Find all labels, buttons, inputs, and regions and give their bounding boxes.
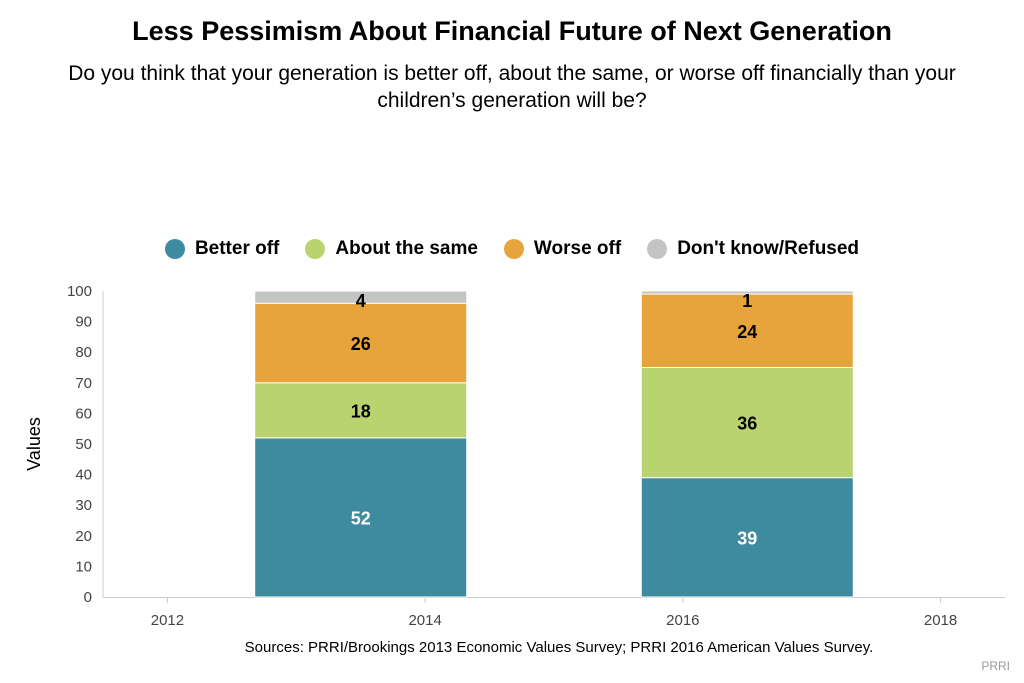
x-tick-label: 2012 — [151, 612, 184, 629]
legend: Better off About the same Worse off Don't k… — [0, 238, 1024, 260]
y-tick-label: 40 — [75, 467, 92, 484]
bar-segment — [254, 302, 468, 384]
chart-subtitle: Do you think that your generation is bet… — [68, 62, 956, 112]
data-label: 26 — [351, 334, 371, 354]
credit-label: PRRI — [981, 659, 1010, 673]
legend-item: Don't know/Refused — [647, 238, 859, 260]
bar-segment — [254, 437, 468, 598]
y-tick-label: 10 — [75, 558, 92, 575]
data-label: 52 — [351, 508, 371, 528]
x-tick-label: 2014 — [408, 612, 441, 629]
chart-title: Less Pessimism About Financial Future of… — [132, 16, 892, 46]
legend-swatch — [164, 239, 185, 259]
y-tick-label: 90 — [75, 314, 92, 331]
bar-segment — [640, 290, 854, 295]
bar-segment — [254, 382, 468, 439]
y-tick-label: 70 — [75, 375, 92, 392]
y-tick-label: 30 — [75, 497, 92, 514]
legend-label: Better off — [194, 238, 280, 259]
x-tick-label: 2018 — [924, 612, 957, 629]
data-label: 1 — [742, 291, 752, 311]
legend-label: About the same — [335, 238, 478, 259]
bar-segment — [254, 290, 468, 304]
data-label: 18 — [351, 401, 371, 421]
y-tick-label: 100 — [67, 283, 92, 300]
legend-swatch — [503, 239, 524, 259]
y-tick-label: 80 — [75, 344, 92, 361]
data-label: 4 — [356, 291, 366, 311]
bar-segment — [640, 477, 854, 598]
legend-swatch — [305, 239, 326, 259]
bar-segment — [640, 367, 854, 479]
legend-label: Worse off — [533, 238, 622, 259]
source-note: Sources: PRRI/Brookings 2013 Economic Va… — [244, 639, 874, 656]
bar-segment — [640, 293, 854, 368]
data-label: 36 — [737, 414, 757, 434]
y-tick-label: 50 — [75, 436, 92, 453]
legend-swatch — [647, 239, 668, 259]
x-tick-label: 2016 — [666, 612, 699, 629]
y-tick-label: 0 — [84, 589, 92, 606]
legend-label: Don't know/Refused — [677, 238, 860, 259]
y-tick-label: 60 — [75, 405, 92, 422]
y-axis-label: Values — [24, 417, 44, 471]
legend-item: Worse off — [503, 238, 622, 260]
data-label: 39 — [737, 528, 757, 548]
legend-item: About the same — [305, 238, 478, 260]
data-label: 24 — [737, 322, 757, 342]
legend-item: Better off — [164, 238, 280, 260]
y-tick-label: 20 — [75, 528, 92, 545]
